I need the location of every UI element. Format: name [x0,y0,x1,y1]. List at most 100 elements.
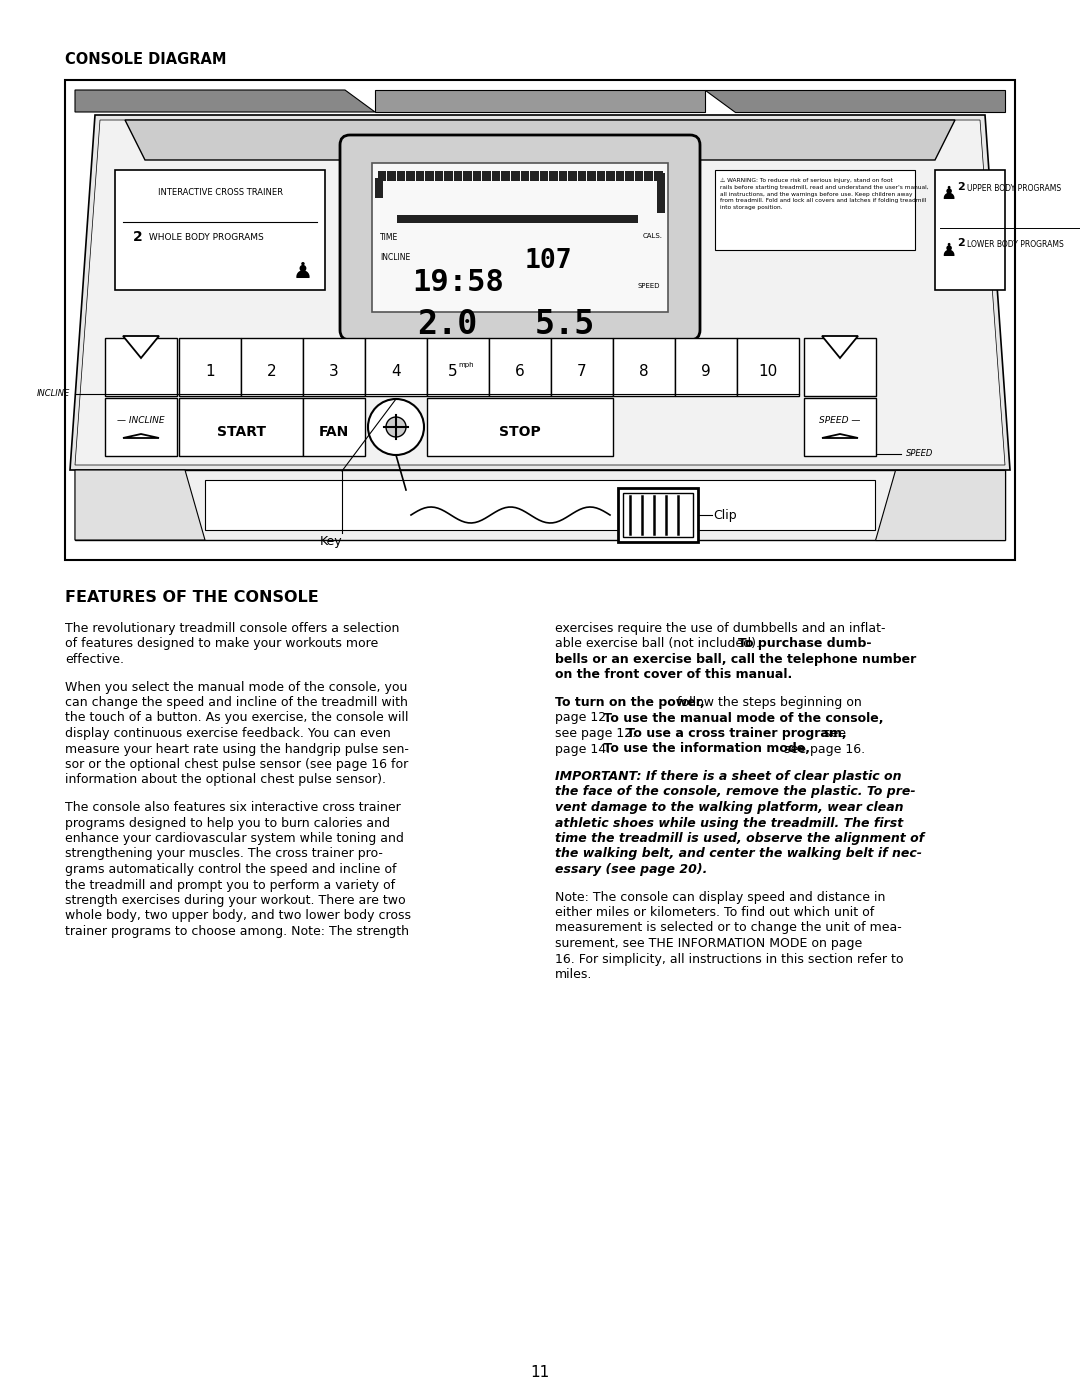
Bar [530,170,539,182]
Polygon shape [705,89,1005,112]
Text: see page 12.: see page 12. [555,726,636,740]
Bar [616,170,624,182]
Text: — INCLINE: — INCLINE [118,416,165,425]
Polygon shape [822,434,858,439]
Text: INTERACTIVE CROSS TRAINER: INTERACTIVE CROSS TRAINER [158,189,283,197]
Text: 10: 10 [758,365,778,380]
Text: FEATURES OF THE CONSOLE: FEATURES OF THE CONSOLE [65,590,319,605]
Bar [378,170,386,182]
Text: enhance your cardiovascular system while toning and: enhance your cardiovascular system while… [65,833,404,845]
Text: the face of the console, remove the plastic. To pre-: the face of the console, remove the plas… [555,785,916,799]
Text: sor or the optional chest pulse sensor (see page 16 for: sor or the optional chest pulse sensor (… [65,759,408,771]
Polygon shape [75,89,375,112]
Text: of features designed to make your workouts more: of features designed to make your workou… [65,637,378,651]
Bar [578,170,586,182]
Polygon shape [125,120,955,161]
Bar [540,170,548,182]
Text: 16. For simplicity, all instructions in this section refer to: 16. For simplicity, all instructions in … [555,953,904,965]
Bar [613,338,675,395]
Polygon shape [875,469,1005,541]
Text: able exercise ball (not included).: able exercise ball (not included). [555,637,764,651]
Text: When you select the manual mode of the console, you: When you select the manual mode of the c… [65,680,407,693]
Text: 2: 2 [267,365,276,380]
Bar [387,170,395,182]
Text: can change the speed and incline of the treadmill with: can change the speed and incline of the … [65,696,408,710]
Text: 4: 4 [391,365,401,380]
Polygon shape [123,337,159,358]
Bar [434,170,443,182]
Text: 2: 2 [957,182,964,191]
Text: effective.: effective. [65,652,124,666]
Text: see page 16.: see page 16. [780,742,865,756]
Bar [623,493,693,536]
Text: the treadmill and prompt you to perform a variety of: the treadmill and prompt you to perform … [65,879,395,891]
Text: 5: 5 [448,365,458,380]
Text: 5.5: 5.5 [535,307,595,341]
Text: mph: mph [458,362,474,367]
Text: strength exercises during your workout. There are two: strength exercises during your workout. … [65,894,406,907]
Text: essary (see page 20).: essary (see page 20). [555,863,707,876]
Text: ♟: ♟ [293,263,313,282]
Text: grams automatically control the speed and incline of: grams automatically control the speed an… [65,863,396,876]
Bar [551,338,613,395]
Bar [473,170,482,182]
Text: whole body, two upper body, and two lower body cross: whole body, two upper body, and two lowe… [65,909,411,922]
Text: CALS.: CALS. [643,233,663,239]
Bar [568,170,577,182]
Bar [303,398,365,455]
Bar [179,398,303,455]
Text: 2.0: 2.0 [417,307,477,341]
Bar [483,170,491,182]
Bar [654,170,662,182]
Bar [549,170,557,182]
Bar [804,338,876,395]
Text: SPEED: SPEED [638,284,661,289]
Text: 6: 6 [515,365,525,380]
Text: To use the manual mode of the console,: To use the manual mode of the console, [599,711,883,725]
Bar [426,170,434,182]
Text: vent damage to the walking platform, wear clean: vent damage to the walking platform, wea… [555,800,904,814]
Text: display continuous exercise feedback. You can even: display continuous exercise feedback. Yo… [65,726,391,740]
Bar [416,170,424,182]
Bar [397,215,638,224]
Text: 1: 1 [205,365,215,380]
Text: INCLINE: INCLINE [380,253,410,263]
Bar [501,170,510,182]
Text: trainer programs to choose among. Note: The strength: trainer programs to choose among. Note: … [65,925,409,937]
Bar [511,170,519,182]
Text: FAN: FAN [319,425,349,439]
Text: page 12.: page 12. [555,711,610,725]
Text: The revolutionary treadmill console offers a selection: The revolutionary treadmill console offe… [65,622,400,636]
Text: CONSOLE DIAGRAM: CONSOLE DIAGRAM [65,52,227,67]
Bar [618,488,698,542]
Text: Key: Key [320,535,342,548]
Text: Clip: Clip [713,509,737,521]
Text: 7: 7 [577,365,586,380]
Text: surement, see THE INFORMATION MODE on page: surement, see THE INFORMATION MODE on pa… [555,937,862,950]
Bar [241,338,303,395]
Text: either miles or kilometers. To find out which unit of: either miles or kilometers. To find out … [555,907,874,919]
Bar [935,170,1005,291]
Text: 11: 11 [530,1365,550,1380]
Text: ⚠ WARNING: To reduce risk of serious injury, stand on foot
rails before starting: ⚠ WARNING: To reduce risk of serious inj… [720,177,929,210]
Text: the walking belt, and center the walking belt if nec-: the walking belt, and center the walking… [555,848,922,861]
Bar [489,338,551,395]
Bar [365,338,427,395]
Bar [737,338,799,395]
Text: IMPORTANT: If there is a sheet of clear plastic on: IMPORTANT: If there is a sheet of clear … [555,770,902,782]
Bar [463,170,472,182]
Text: UPPER BODY PROGRAMS: UPPER BODY PROGRAMS [967,184,1062,193]
Bar [715,170,915,250]
Bar [105,398,177,455]
Text: START: START [216,425,266,439]
Bar [372,163,669,312]
Text: To turn on the power,: To turn on the power, [555,696,705,710]
Text: 19:58: 19:58 [411,268,504,298]
Text: SPEED: SPEED [906,450,933,458]
Circle shape [368,400,424,455]
Bar [105,338,177,395]
Text: To use the information mode,: To use the information mode, [599,742,810,756]
Polygon shape [375,89,705,112]
Text: 9: 9 [701,365,711,380]
Text: time the treadmill is used, observe the alignment of: time the treadmill is used, observe the … [555,833,924,845]
